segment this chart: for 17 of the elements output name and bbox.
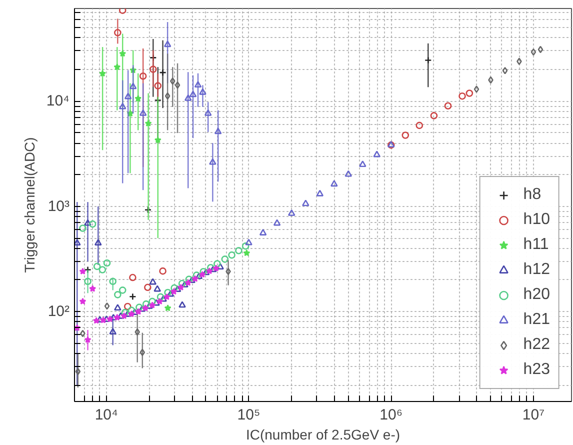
legend-label: h23 [523,361,550,379]
y-tick-label: 10⁴ [46,92,70,110]
x-tick-label: 10⁶ [380,406,403,424]
legend-label: h8 [523,186,542,204]
legend-label: h11 [523,236,549,254]
x-axis-title: IC(number of 2.5GeV e-) [246,426,400,442]
legend-label: h10 [523,211,550,229]
y-axis-title: Trigger channel(ADC) [21,137,38,273]
legend-label: h12 [523,261,550,279]
legend-label: h21 [523,311,550,329]
x-tick-label: 10⁴ [94,406,118,424]
x-tick-label: 10⁵ [237,406,260,424]
y-tick-label: 10² [48,303,70,320]
legend-label: h20 [523,286,550,304]
x-tick-label: 10⁷ [522,406,545,424]
y-tick-label: 10³ [48,198,70,215]
legend-label: h22 [523,336,550,354]
